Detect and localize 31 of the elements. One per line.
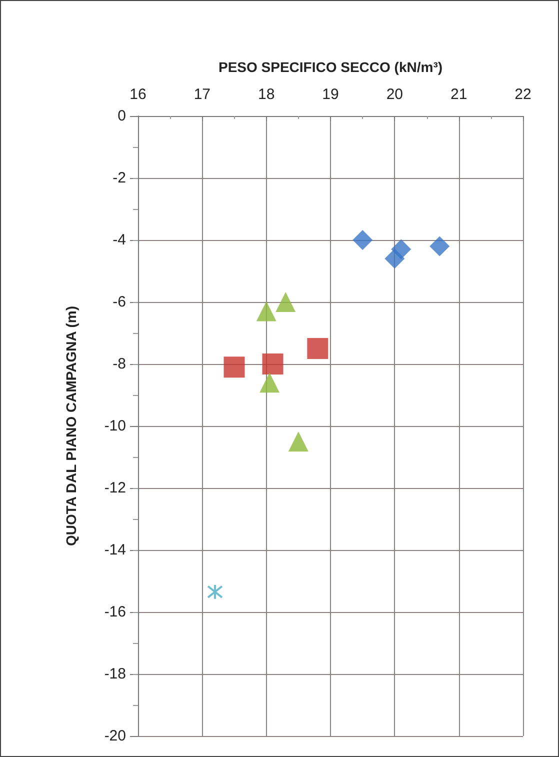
x-tick-label: 16 — [130, 86, 146, 103]
point — [430, 236, 450, 256]
y-tick-label: -6 — [112, 294, 126, 310]
y-tick-label: -18 — [104, 666, 126, 682]
point — [262, 354, 284, 374]
y-tick-label: -10 — [104, 418, 126, 434]
x-tick-label: 17 — [194, 86, 211, 103]
x-tick-label: 21 — [450, 86, 468, 103]
point — [224, 356, 245, 378]
y-tick-label: -12 — [104, 480, 126, 496]
y-axis-title: QUOTA DAL PIANO CAMPAGNA (m) — [63, 306, 79, 546]
point — [307, 338, 328, 359]
point — [260, 372, 280, 393]
x-tick-label: 20 — [386, 86, 404, 103]
x-tick-label: 22 — [514, 86, 532, 103]
point — [288, 432, 308, 452]
y-tick-label: -2 — [112, 170, 126, 186]
y-tick-label: -4 — [112, 232, 126, 248]
x-tick-label: 18 — [258, 86, 275, 103]
y-tick-label: -14 — [104, 542, 126, 558]
y-tick-label: -16 — [104, 604, 126, 620]
x-axis-title: PESO SPECIFICO SECCO (kN/m³) — [218, 59, 443, 75]
point — [391, 239, 412, 260]
point — [256, 301, 276, 322]
point — [352, 230, 373, 250]
y-tick-label: -8 — [112, 356, 126, 372]
y-tick-label: -20 — [104, 728, 126, 744]
point — [276, 292, 296, 312]
x-tick-label: 19 — [322, 86, 339, 103]
y-tick-label: 0 — [118, 108, 126, 124]
point — [207, 584, 223, 600]
